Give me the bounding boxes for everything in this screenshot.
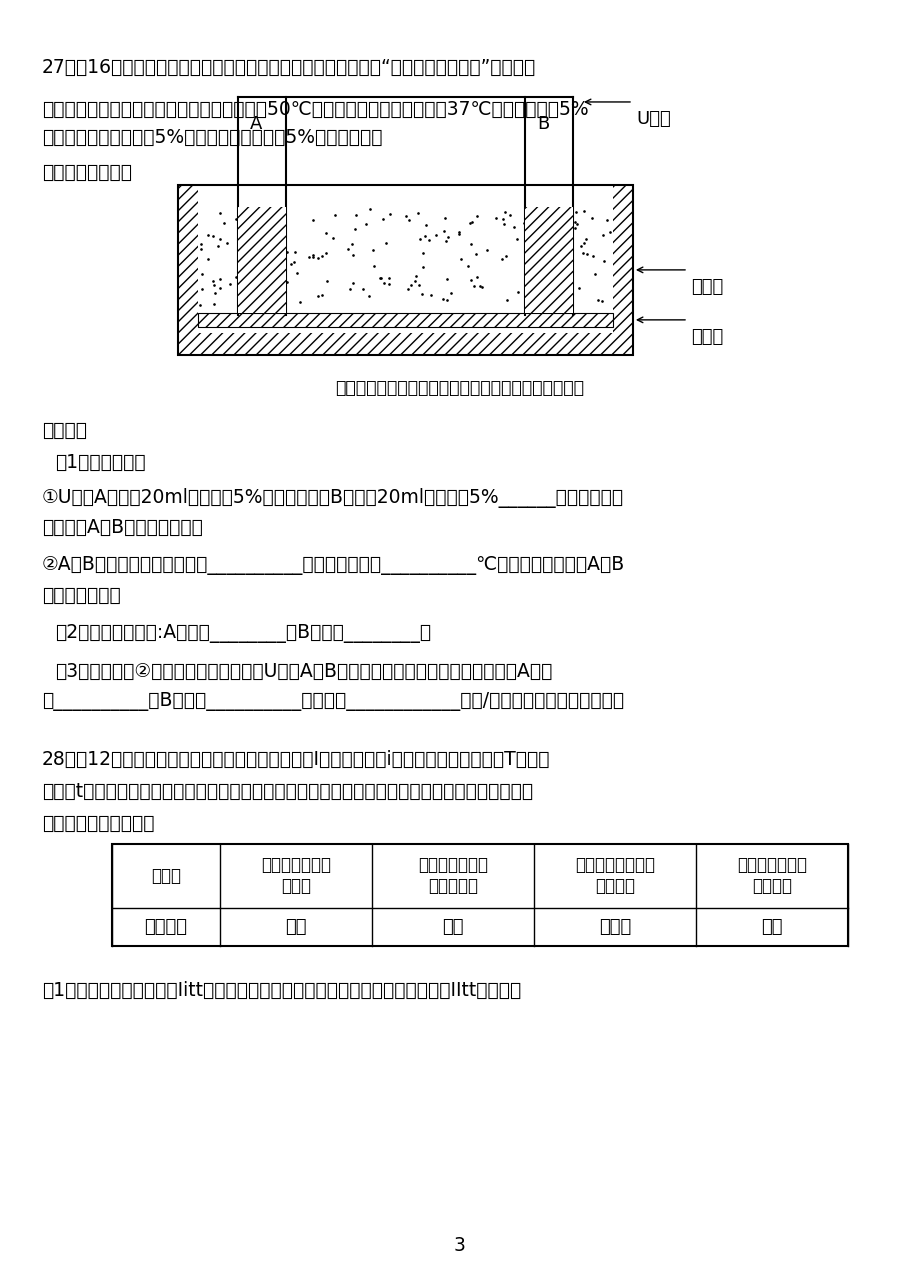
Text: 3: 3 (454, 1237, 465, 1256)
Bar (177, 185, 198, 354)
Text: 存在: 存在 (760, 918, 782, 936)
Text: 两侧液面变化。: 两侧液面变化。 (42, 586, 120, 605)
Text: B: B (537, 115, 549, 132)
Text: 苦味（t）为显性。两对等位基因独立遗传。研究人员对实验室中大量黄瓜的有关表现性进行检测，: 苦味（t）为显性。两对等位基因独立遗传。研究人员对实验室中大量黄瓜的有关表现性进… (42, 782, 532, 801)
Text: 间后观察A、B两侧液面齐平。: 间后观察A、B两侧液面齐平。 (42, 518, 203, 537)
Text: 半透膜: 半透膜 (690, 328, 722, 346)
Text: （二）实验装置：: （二）实验装置： (42, 163, 131, 182)
Text: （2）预测实验结果:A侧液面________，B侧液面________。: （2）预测实验结果:A侧液面________，B侧液面________。 (55, 624, 431, 643)
Bar (612, 185, 632, 354)
Text: ①U形管A侧加入20ml质量分数5%麦芽糖溶液，B侧加入20ml质量分数5%______溶液，一段时: ①U形管A侧加入20ml质量分数5%麦芽糖溶液，B侧加入20ml质量分数5%__… (42, 488, 623, 508)
Text: 营养器官、果实
皆苦味: 营养器官、果实 皆苦味 (261, 856, 331, 895)
Text: 存在: 存在 (285, 918, 306, 936)
Bar (238, 207, 286, 313)
Text: 28．（12分）黄瓜营养器官（根、茎、叶）苦味（I）对无苦味（i）为显性；果实苦味（T）对无: 28．（12分）黄瓜营养器官（根、茎、叶）苦味（I）对无苦味（i）为显性；果实苦… (42, 750, 550, 769)
Text: （一）材料与试剂：猪小肠蔗糖酶（最适温度50℃）、唤液淡粉酶（最适温度37℃）、质量分数5%: （一）材料与试剂：猪小肠蔗糖酶（最适温度50℃）、唤液淡粉酶（最适温度37℃）、… (42, 100, 588, 119)
Text: 是否存在: 是否存在 (144, 918, 187, 936)
Text: 结果如下表。请回答：: 结果如下表。请回答： (42, 813, 154, 832)
Text: （注：二糖、单糖不能透过所用半透膜，水可以透过）: （注：二糖、单糖不能透过所用半透膜，水可以透过） (335, 378, 584, 397)
Text: 营养器官、果实
皆无苦味: 营养器官、果实 皆无苦味 (736, 856, 806, 895)
Bar (112, 844, 847, 946)
Text: （1）实验步骤：: （1）实验步骤： (55, 453, 145, 472)
Text: 27．（16分）研究小组利用下列实验材料、试剂及实验装置进行“验证酶具有专一性”的实验。: 27．（16分）研究小组利用下列实验材料、试剂及实验装置进行“验证酶具有专一性”… (42, 58, 536, 77)
Bar (198, 313, 612, 327)
Bar (198, 333, 612, 354)
Text: 水浴锅: 水浴锅 (690, 277, 722, 296)
Text: （1）研究发现，基因型为Iitt的黄瓜表现为营养器官、果实皆苦味；而基因型为IItt的黄瓜表: （1）研究发现，基因型为Iitt的黄瓜表现为营养器官、果实皆苦味；而基因型为II… (42, 981, 521, 1000)
Text: 存在: 存在 (442, 918, 463, 936)
Text: 请回答：: 请回答： (42, 421, 87, 440)
Text: 营养器官无苦味、
果实苦味: 营养器官无苦味、 果实苦味 (574, 856, 654, 895)
Bar (525, 207, 573, 313)
Text: 表现型: 表现型 (151, 866, 181, 885)
Text: U形管: U形管 (635, 110, 670, 127)
Text: 麦芽糖溶液、质量分数5%蔗糖溶液、质量分数5%淨粉溶液等。: 麦芽糖溶液、质量分数5%蔗糖溶液、质量分数5%淨粉溶液等。 (42, 127, 382, 148)
Bar (177, 185, 632, 354)
Text: （3）实验步骤②中，一段时间后分别取U形管A、B侧溶液，加入斐林试剂水浴加热，则A侧溶: （3）实验步骤②中，一段时间后分别取U形管A、B侧溶液，加入斐林试剂水浴加热，则… (55, 662, 551, 681)
Text: 不存在: 不存在 (598, 918, 630, 936)
Text: ②A、B两侧均加入等量适量的__________酶，水浴缸设为__________℃，一段时间后观察A、B: ②A、B两侧均加入等量适量的__________酶，水浴缸设为_________… (42, 556, 625, 575)
Text: 营养器官苦味、
果实无苦味: 营养器官苦味、 果实无苦味 (417, 856, 487, 895)
Text: 液__________，B侧溶液__________；该结果____________（能/不能）验证酶具有专一性。: 液__________，B侧溶液__________；该结果__________… (42, 692, 623, 711)
Text: A: A (250, 115, 262, 132)
